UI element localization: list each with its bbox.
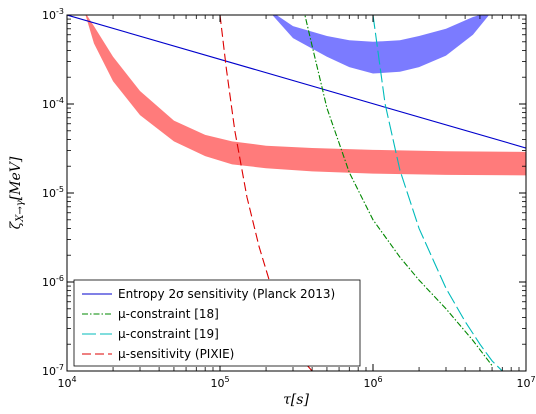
- series-layer: [67, 15, 526, 371]
- x-tick-label: 106: [363, 375, 382, 390]
- legend-label-1: μ-constraint [18]: [118, 307, 219, 321]
- y-tick-label: 10-4: [42, 96, 64, 111]
- band-0: [272, 15, 490, 74]
- y-tick-label: 10-6: [42, 274, 64, 289]
- x-tick-label: 107: [516, 375, 535, 390]
- legend-label-3: μ-sensitivity (PIXIE): [118, 347, 234, 361]
- ticks-layer: [66, 14, 527, 372]
- y-tick-label: 10-7: [42, 363, 64, 378]
- bands-layer: [85, 15, 526, 176]
- series-line-3: [219, 15, 313, 371]
- series-line-2: [372, 15, 503, 371]
- y-tick-label: 10-5: [42, 185, 64, 200]
- tick-labels-layer: 104 105 106 107 10-7 10-6 10-5 10-4 10-3: [42, 7, 536, 390]
- y-axis-label: ζX→γ[MeV]: [8, 156, 26, 229]
- legend-box: [73, 279, 361, 367]
- legend: Entropy 2σ sensitivity (Planck 2013) μ-co…: [73, 279, 361, 367]
- x-tick-label: 105: [210, 375, 229, 390]
- series-line-0: [67, 15, 526, 149]
- y-tick-label: 10-3: [42, 7, 64, 22]
- x-tick-label: 104: [57, 375, 76, 390]
- legend-label-0: Entropy 2σ sensitivity (Planck 2013): [118, 287, 335, 301]
- band-1: [85, 15, 526, 176]
- legend-label-2: μ-constraint [19]: [118, 327, 219, 341]
- x-axis-label: τ[s]: [283, 392, 309, 408]
- series-line-1: [304, 15, 493, 366]
